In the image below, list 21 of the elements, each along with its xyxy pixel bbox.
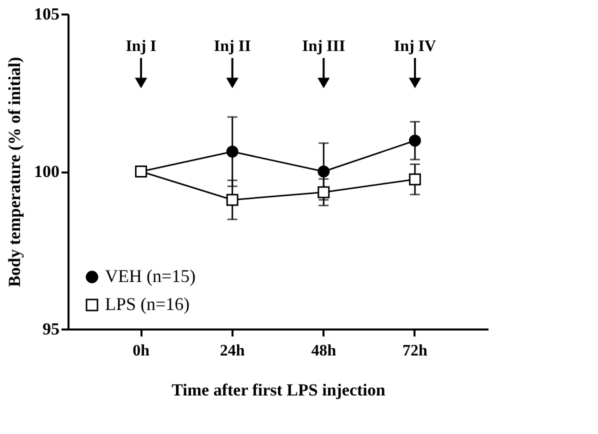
y-axis-title: Body temperature (% of initial) [5, 56, 24, 288]
point [318, 186, 330, 198]
y-tick-label: 95 [42, 320, 60, 338]
annotation: Inj IV [394, 38, 437, 55]
annotation: Inj III [302, 38, 346, 55]
point [226, 194, 238, 206]
point [408, 134, 421, 147]
point [408, 173, 421, 186]
x-tick-label: 48h [311, 342, 336, 360]
point [226, 146, 238, 158]
legend-label: LPS (n=16) [105, 294, 190, 314]
y-tick-label: 100 [34, 162, 60, 181]
x-tick-label: 0h [132, 342, 150, 360]
point [318, 166, 330, 178]
x-axis-title: Time after first LPS injection [172, 380, 386, 400]
legend-label: VEH (n=15) [105, 266, 196, 286]
x-tick-label: 24h [220, 342, 245, 360]
annotation: Inj I [126, 38, 156, 55]
x-tick-label: 72h [402, 342, 428, 360]
y-tick-label: 105 [34, 4, 60, 24]
annotation: Inj II [214, 38, 251, 55]
